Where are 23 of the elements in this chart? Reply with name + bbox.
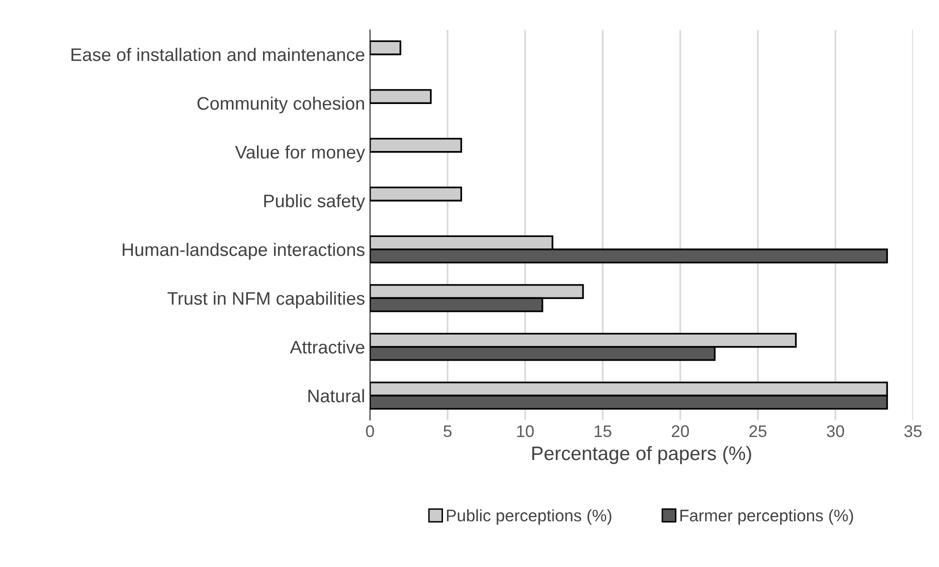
y-tick-label: Human-landscape interactions [122,242,365,260]
y-tick-label: Community cohesion [197,96,364,114]
x-tick-label: 5 [444,425,452,438]
x-tick-label: 15 [594,425,612,438]
legend-label: Public perceptions (%) [446,509,612,525]
y-tick-label: Trust in NFM capabilities [168,292,364,308]
x-tick-label: 30 [826,425,844,438]
y-tick-label: Public safety [264,194,366,211]
bar [370,138,462,153]
x-tick-label: 25 [749,425,766,438]
x-tick-label: 35 [904,425,922,438]
bar [370,40,402,56]
bar [370,89,432,104]
y-tick-label: Natural [308,389,364,402]
x-axis-title: Percentage of papers (%) [532,446,752,464]
y-tick-label: Attractive [290,340,364,354]
x-tick-label: 10 [517,425,534,438]
x-tick-label: 0 [366,425,374,438]
y-tick-label: Ease of installation and maintenance [72,48,364,62]
bar [370,186,462,202]
legend-label: Farmer perceptions (%) [680,509,854,525]
y-tick-label: Value for money [235,145,366,162]
x-tick-label: 20 [672,425,689,438]
